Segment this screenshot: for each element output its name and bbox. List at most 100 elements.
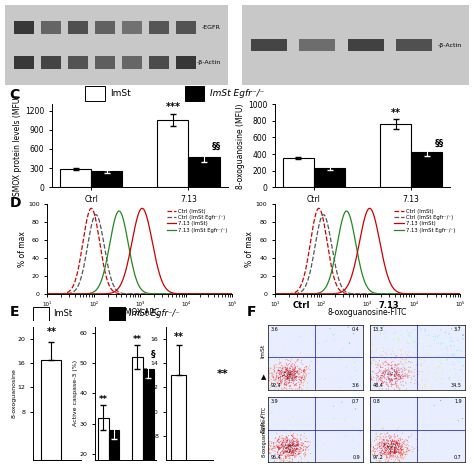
Point	[398, 450, 405, 458]
Point	[385, 383, 392, 390]
Point	[385, 447, 392, 455]
Point	[279, 438, 287, 445]
Point	[290, 372, 297, 380]
Point	[391, 371, 398, 379]
Point	[387, 447, 394, 455]
Text: 3.9: 3.9	[271, 399, 278, 404]
Point	[281, 381, 288, 389]
Point	[284, 442, 292, 450]
Point	[381, 441, 389, 448]
Point	[370, 445, 378, 453]
Point	[291, 452, 299, 459]
Point	[286, 376, 293, 384]
Point	[321, 440, 328, 448]
Point	[421, 325, 428, 333]
Point	[291, 368, 298, 376]
Point	[282, 369, 289, 376]
Point	[382, 434, 390, 441]
Point	[294, 445, 301, 452]
Point	[291, 442, 299, 449]
Point	[397, 443, 404, 451]
Text: -β-Actin: -β-Actin	[438, 43, 463, 47]
Point	[290, 438, 298, 446]
Point	[452, 383, 460, 391]
Point	[388, 443, 395, 451]
Point	[293, 445, 301, 452]
Point	[294, 368, 302, 376]
Point	[266, 438, 273, 446]
Point	[411, 365, 419, 373]
Point	[292, 441, 299, 449]
Point	[280, 370, 288, 378]
Point	[280, 372, 288, 380]
Point	[274, 435, 282, 443]
Point	[282, 453, 289, 461]
Point	[378, 455, 385, 462]
Point	[300, 450, 308, 458]
Point	[277, 367, 285, 374]
Point	[389, 443, 396, 450]
Point	[392, 329, 399, 337]
Point	[383, 445, 390, 452]
Point	[277, 370, 285, 377]
Point	[451, 350, 458, 358]
Point	[267, 365, 275, 373]
Point	[413, 361, 421, 368]
Point	[447, 341, 455, 349]
Point	[389, 438, 397, 445]
Point	[297, 444, 304, 452]
Point	[297, 449, 305, 457]
Point	[280, 450, 288, 457]
Point	[277, 364, 284, 372]
Point	[265, 441, 273, 449]
Point	[377, 443, 384, 450]
X-axis label: 8-oxoguanosine-FITC: 8-oxoguanosine-FITC	[328, 308, 407, 317]
Point	[279, 442, 287, 449]
Point	[409, 443, 416, 451]
Point	[392, 448, 400, 456]
Point	[294, 367, 301, 374]
Point	[283, 376, 291, 383]
Point	[265, 446, 273, 454]
Point	[375, 435, 383, 443]
Y-axis label: 8-oxoguanosine: 8-oxoguanosine	[11, 368, 16, 419]
Point	[394, 372, 402, 379]
Point	[268, 379, 275, 387]
Point	[419, 342, 427, 350]
Point	[285, 432, 292, 439]
Point	[284, 442, 292, 449]
Point	[303, 363, 310, 370]
Point	[285, 368, 292, 376]
Point	[405, 364, 413, 371]
Point	[392, 361, 400, 368]
Point	[391, 366, 398, 374]
Point	[406, 446, 414, 454]
Point	[397, 454, 404, 461]
Point	[285, 365, 293, 373]
Point	[289, 442, 296, 449]
Point	[294, 441, 302, 449]
Point	[387, 443, 394, 451]
Point	[285, 377, 293, 385]
Point	[292, 377, 300, 384]
Point	[279, 434, 287, 442]
Point	[405, 442, 412, 449]
Point	[281, 379, 288, 387]
Point	[349, 436, 356, 444]
Point	[288, 432, 295, 439]
Point	[275, 450, 283, 458]
Point	[272, 381, 279, 388]
Point	[302, 443, 310, 451]
Point	[449, 358, 456, 366]
Point	[378, 438, 386, 446]
Point	[395, 367, 403, 374]
Point	[385, 364, 392, 372]
Point	[287, 438, 295, 446]
Point	[392, 449, 400, 456]
Point	[273, 383, 280, 391]
Point	[398, 450, 406, 458]
Point	[391, 438, 398, 446]
Point	[396, 441, 403, 448]
Point	[374, 433, 382, 440]
Point	[356, 428, 364, 436]
